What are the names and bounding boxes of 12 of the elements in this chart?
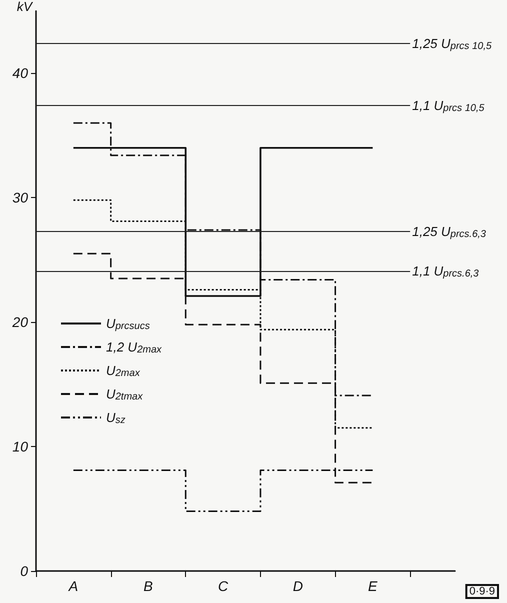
y-tick-label: 0	[20, 563, 28, 579]
y-tick-label: 20	[11, 314, 28, 330]
x-tick-label: B	[144, 578, 153, 594]
x-tick-label: A	[68, 578, 78, 594]
y-axis-title: kV	[16, 0, 34, 14]
y-tick-label: 40	[12, 65, 28, 82]
y-tick-label: 30	[12, 190, 28, 206]
text: 0·9·9	[469, 586, 496, 598]
x-tick-label: D	[292, 578, 303, 594]
y-tick-label: 10	[12, 438, 28, 455]
x-tick-label: E	[368, 578, 378, 594]
x-tick-label: C	[218, 578, 229, 594]
